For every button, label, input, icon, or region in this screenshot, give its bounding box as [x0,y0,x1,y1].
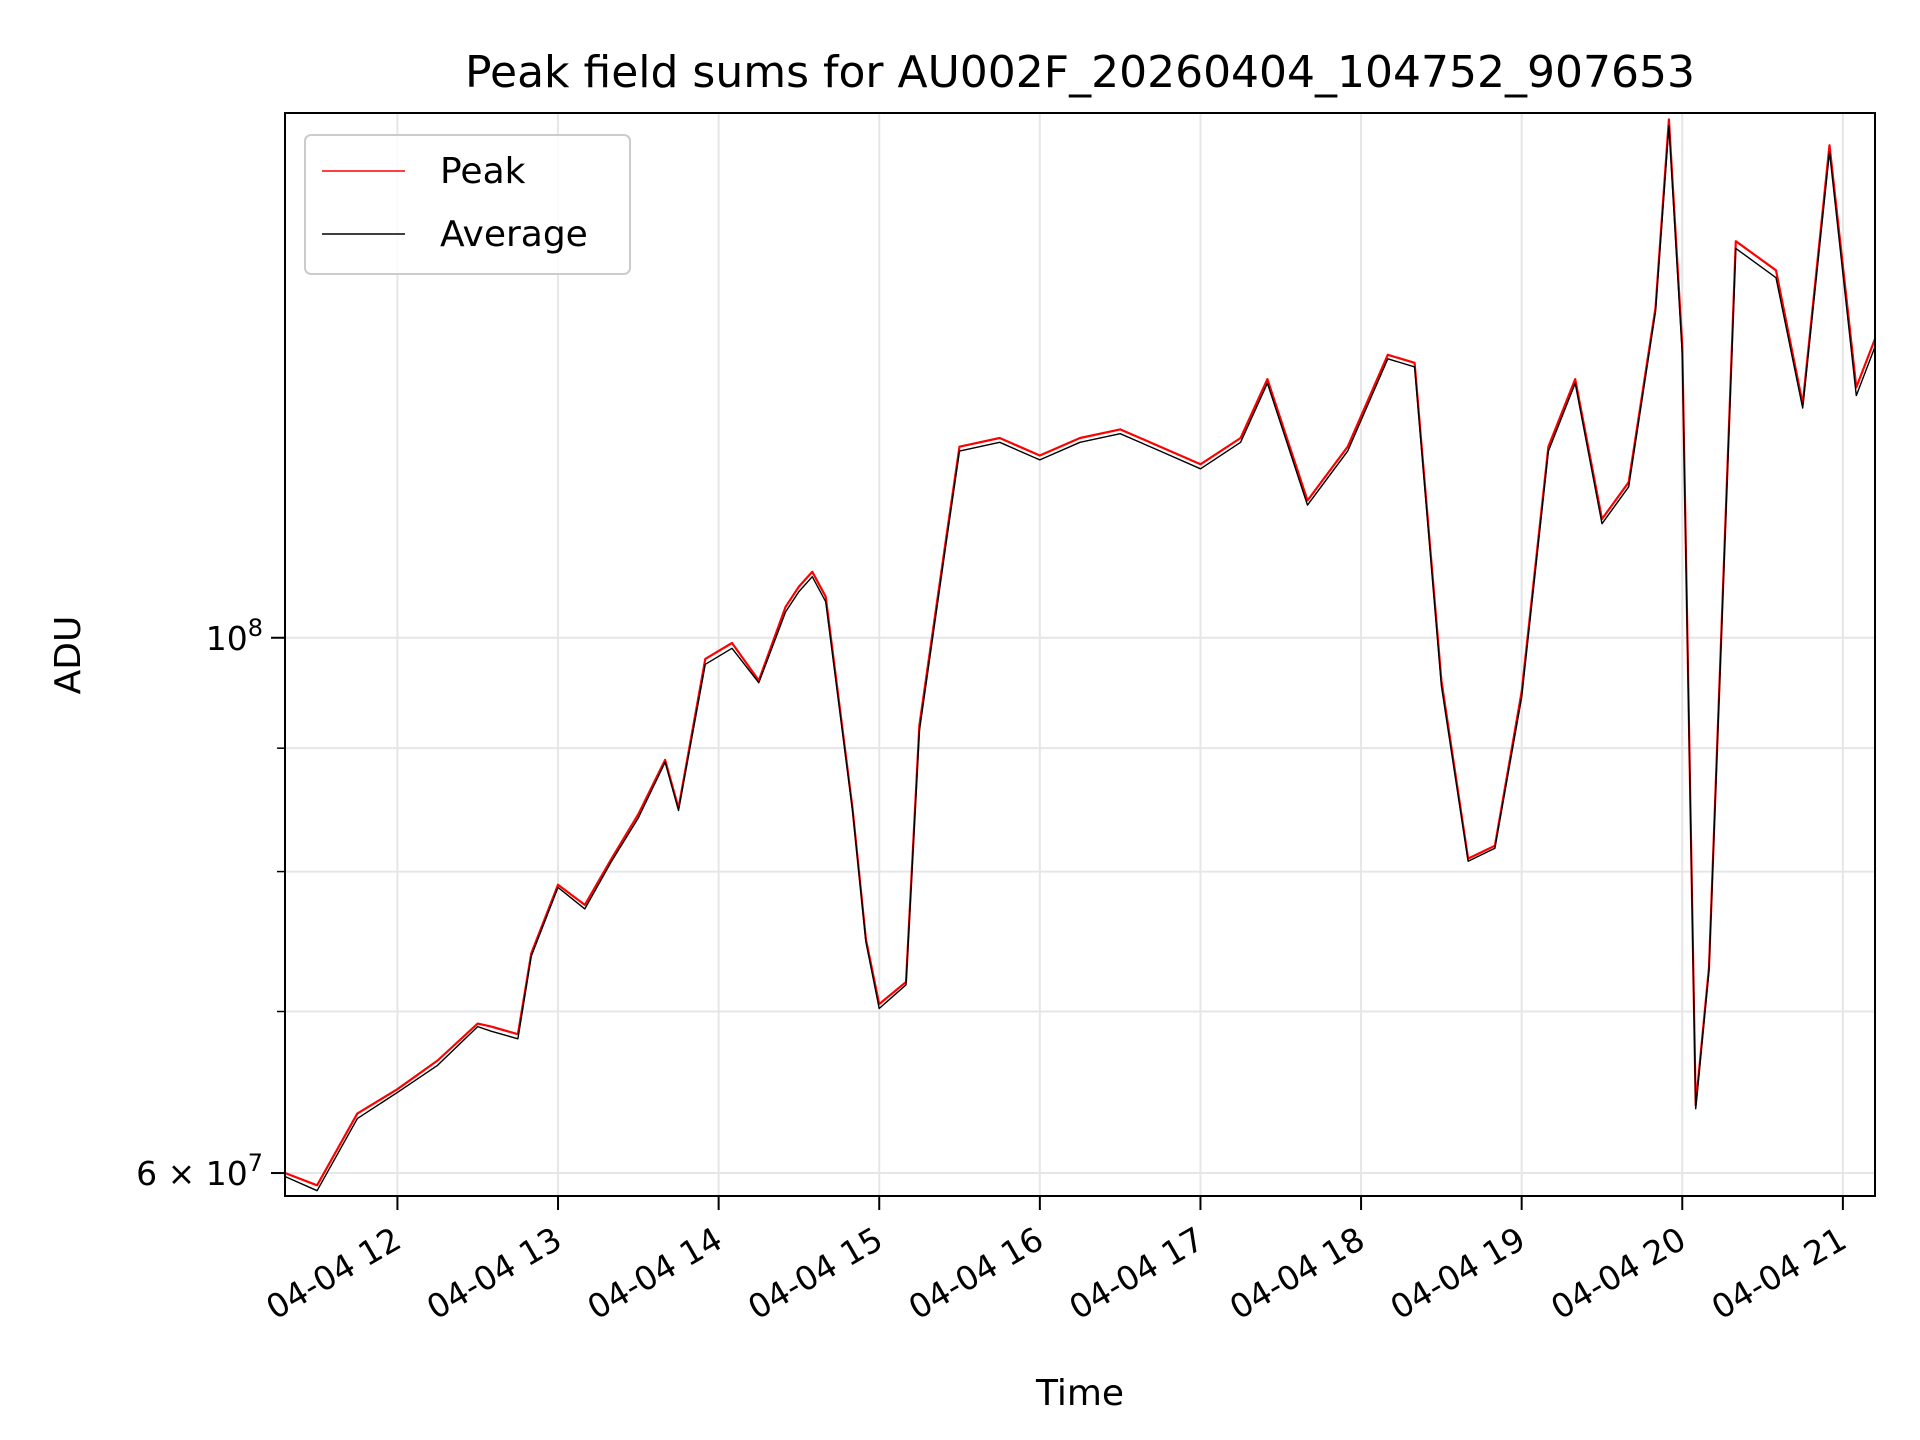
series-line-average [284,125,1876,1192]
chart-title: Peak field sums for AU002F_20260404_1047… [465,47,1695,98]
legend-label-peak: Peak [440,151,526,192]
grid [285,113,1875,1196]
y-tick-label: 6 × 107 [136,1149,263,1193]
y-axis-label: ADU [48,616,89,695]
plot-frame [284,112,1876,1197]
y-tick-label: 108 [206,614,263,658]
series-lines [284,118,1877,1192]
x-axis-label: Time [1035,1373,1124,1414]
legend-box [304,134,631,275]
legend: Peak Average [304,134,631,275]
legend-label-average: Average [440,214,588,255]
y-axis-ticks: 6 × 107 108 [136,614,285,1193]
